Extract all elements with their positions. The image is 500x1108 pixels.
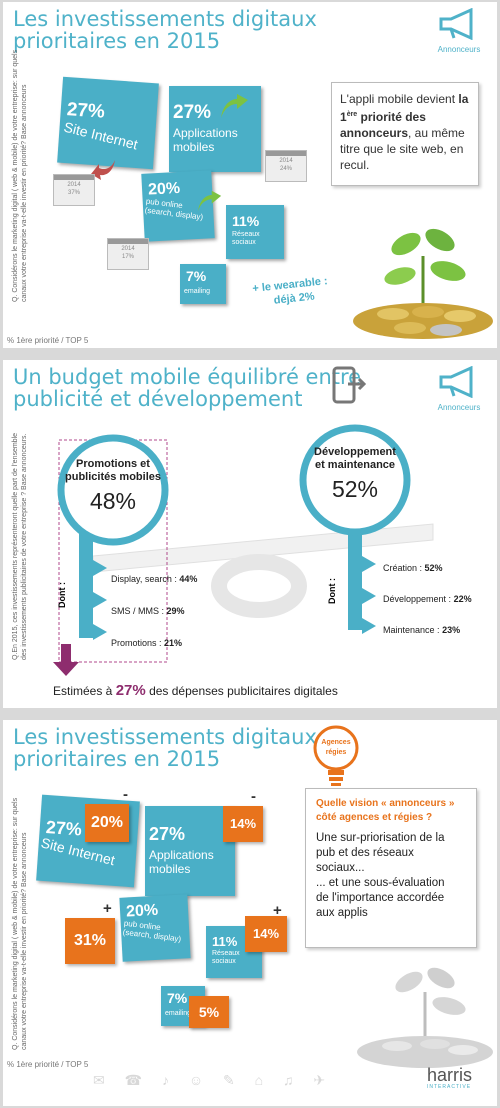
calendar-2014-site: 2014 37% (53, 174, 95, 206)
panel3-title: Les investissements digitaux prioritaires… (13, 725, 317, 771)
arrow-up-icon (221, 94, 248, 118)
megaphone-label: Annonceurs (437, 45, 481, 54)
decorative-icon-strip: ✉ ☎ ♪ ☺ ✎ ⌂ ♫ ✈ (93, 1072, 334, 1088)
harris-logo: harris INTERACTIVE (427, 1065, 473, 1090)
tile-emailing: 7% emailing (180, 264, 226, 304)
panel2-title: Un budget mobile équilibré entre publicit… (13, 365, 362, 411)
megaphone-icon (439, 7, 473, 41)
list-item: Display, search : 44% (111, 574, 198, 584)
panel1-title: Les investissements digitaux prioritaires… (13, 7, 317, 53)
footnote: % 1ère priorité / TOP 5 (7, 1060, 89, 1069)
agency-email: 5% (189, 996, 229, 1028)
plus-icon: + (103, 900, 112, 917)
list-item: Développement : 22% (383, 594, 472, 604)
right-pct: 52% (331, 476, 379, 502)
megaphone-badge: Annonceurs (429, 7, 489, 54)
list-item: Promotions : 21% (111, 638, 183, 648)
panel-investissements-2015: Les investissements digitaux prioritaires… (3, 2, 497, 348)
mobile-exit-icon (332, 366, 367, 404)
wearable-note: + le wearable : déjà 2% (251, 275, 329, 307)
panel-budget-mobile: Un budget mobile équilibré entre publicit… (3, 360, 497, 708)
panel-vision-agences: Les investissements digitaux prioritaires… (3, 720, 497, 1106)
minus-icon: - (251, 788, 256, 805)
side-question: Q. Considérons le marketing digital ( we… (12, 49, 28, 302)
left-circle-text: Promotions et publicités mobiles 48% (61, 458, 165, 515)
left-breakdown: Display, search : 44% SMS / MMS : 29% Pr… (111, 563, 197, 659)
list-item: Création : 52% (383, 563, 443, 573)
estimate-line: Estimées à 27% des dépenses publicitaire… (53, 682, 338, 699)
minus-icon: - (123, 786, 128, 803)
side-question: Q. Considérons le marketing digital ( we… (12, 797, 28, 1050)
right-circle-text: Développement et maintenance 52% (303, 446, 407, 503)
agency-pub: 31% (65, 918, 115, 964)
right-breakdown: Création : 52% Développement : 22% Maint… (383, 553, 472, 646)
plus-icon: + (273, 902, 282, 919)
agency-site: 20% (85, 804, 129, 842)
megaphone-badge: Annonceurs (429, 365, 489, 412)
megaphone-label: Annonceurs (437, 403, 481, 412)
calendar-2014-apps: 2014 24% (265, 150, 307, 182)
balance-graphic (53, 424, 434, 676)
list-item: Maintenance : 23% (383, 625, 461, 635)
bulb-badge: Agences régies (311, 724, 361, 788)
callout-box: L'appli mobile devient la 1ère priorité … (331, 82, 479, 186)
agency-callout-box: Quelle vision « annonceurs » côté agences… (305, 788, 477, 948)
left-pct: 48% (89, 488, 137, 514)
tile-pub-online: 20% pub online (search, display) (119, 894, 191, 962)
megaphone-icon (439, 365, 473, 399)
arrow-down-icon (91, 160, 115, 180)
plant-coins-image (353, 228, 493, 339)
arrow-up-small-icon (198, 190, 222, 212)
list-item: SMS / MMS : 29% (111, 606, 185, 616)
tile-applications-mobiles: 27% Applications mobiles (145, 806, 235, 896)
agency-apps: 14% (223, 806, 263, 842)
tile-reseaux-sociaux: 11% Réseaux sociaux (226, 205, 284, 259)
agency-social: 14% (245, 916, 287, 952)
lightbulb-icon (313, 725, 359, 786)
dont-left: Dont : (57, 582, 67, 608)
dont-right: Dont : (327, 578, 337, 604)
calendar-2014-pub: 2014 17% (107, 238, 149, 270)
tile-site-internet: 27% Site Internet (57, 76, 159, 170)
plant-coins-image (357, 967, 493, 1068)
footnote: % 1ère priorité / TOP 5 (7, 336, 89, 345)
